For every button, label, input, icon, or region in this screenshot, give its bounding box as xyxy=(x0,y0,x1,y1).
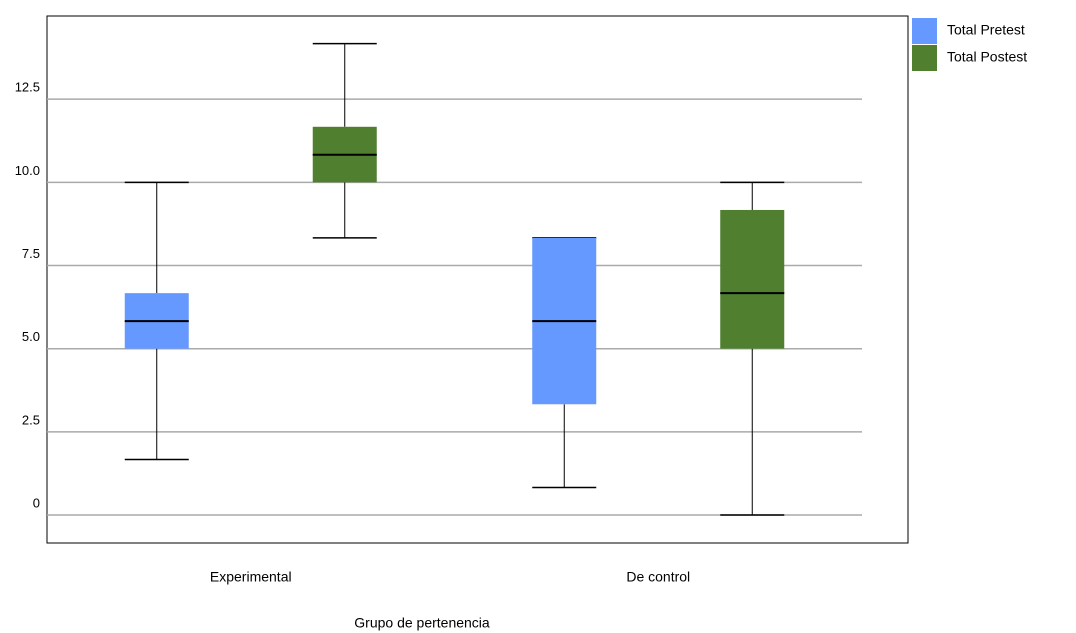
y-tick-label: 0 xyxy=(33,495,40,510)
legend-swatch xyxy=(912,18,937,44)
x-tick-label: Experimental xyxy=(210,569,292,585)
plot-frame xyxy=(46,15,909,544)
legend-swatch xyxy=(912,45,937,71)
box xyxy=(720,209,785,349)
y-tick-label: 7.5 xyxy=(22,246,40,261)
y-tick-label: 12.5 xyxy=(15,80,40,95)
y-tick-label: 2.5 xyxy=(22,412,40,427)
y-tick-label: 10.0 xyxy=(15,163,40,178)
legend-label: Total Postest xyxy=(947,49,1027,65)
y-tick-label: 5.0 xyxy=(22,329,40,344)
x-tick-label: De control xyxy=(626,569,690,585)
x-axis-label: Grupo de pertenencia xyxy=(354,615,490,631)
legend-label: Total Pretest xyxy=(947,22,1025,38)
